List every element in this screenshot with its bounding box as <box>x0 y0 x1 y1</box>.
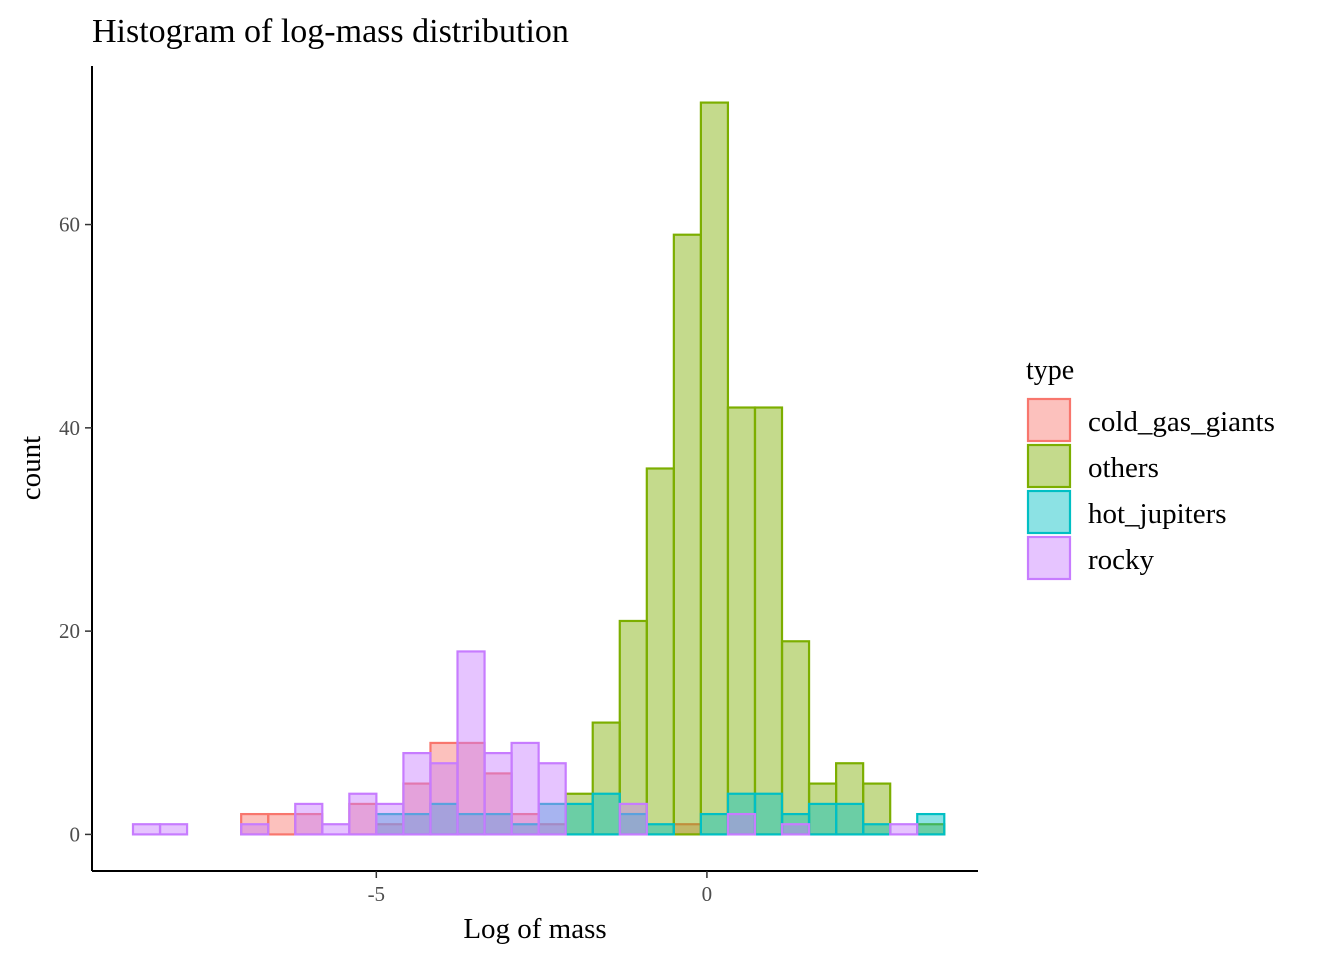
bar-hot_jupiters-26 <box>835 802 865 836</box>
bar-rocky-22 <box>726 812 757 836</box>
x-tick-label: 0 <box>702 882 713 906</box>
bar-hot_jupiters-23 <box>753 792 784 836</box>
bar-others-18 <box>618 619 648 836</box>
legend-label-rocky: rocky <box>1088 544 1155 576</box>
legend-title: type <box>1026 355 1074 386</box>
bar-hot_jupiters-27 <box>862 823 892 836</box>
bar-others-23 <box>753 406 784 836</box>
bar-others-20 <box>672 233 702 836</box>
bar-others-24 <box>780 640 811 836</box>
bar-rocky-8 <box>348 792 378 836</box>
bar-rocky-15 <box>537 762 567 836</box>
bar-rocky-11 <box>429 762 459 836</box>
bar-others-22 <box>726 406 757 836</box>
bar-rocky-28 <box>889 823 919 836</box>
x-tick-label: -5 <box>368 882 386 906</box>
legend-key-hot_jupiters <box>1026 489 1072 535</box>
bar-hot_jupiters-19 <box>645 823 675 836</box>
bar-hot_jupiters-29 <box>916 812 946 836</box>
legend-label-hot_jupiters: hot_jupiters <box>1088 498 1227 530</box>
bars-layer <box>131 101 946 836</box>
y-axis-ticks: 0 20 40 60 <box>59 213 92 846</box>
bar-rocky-0 <box>131 823 162 836</box>
y-axis-title: count <box>15 436 47 500</box>
legend-key-rocky <box>1026 535 1072 581</box>
bar-rocky-7 <box>321 823 351 836</box>
legend-label-others: others <box>1088 452 1159 484</box>
y-tick-label: 20 <box>59 619 80 643</box>
bar-hot_jupiters-17 <box>591 792 621 836</box>
bar-rocky-18 <box>618 802 648 836</box>
y-tick-label: 60 <box>59 213 80 237</box>
bar-others-21 <box>699 101 730 836</box>
bar-rocky-9 <box>375 802 405 836</box>
chart-title: Histogram of log-mass distribution <box>92 13 569 50</box>
bar-cold_gas_giants-5 <box>267 812 297 836</box>
bar-hot_jupiters-16 <box>564 802 594 836</box>
bar-rocky-6 <box>294 802 324 836</box>
bar-rocky-10 <box>402 751 432 836</box>
bar-others-19 <box>645 467 675 836</box>
legend-key-others <box>1026 443 1072 489</box>
bar-cold_gas_giants-13 <box>483 772 513 836</box>
bar-rocky-24 <box>780 823 811 836</box>
bar-rocky-13 <box>483 751 513 836</box>
bar-rocky-1 <box>158 823 189 836</box>
bar-rocky-14 <box>510 741 540 836</box>
x-axis-title: Log of mass <box>463 913 606 945</box>
bar-hot_jupiters-25 <box>807 802 838 836</box>
bar-rocky-4 <box>240 823 270 836</box>
legend-key-cold_gas_giants <box>1026 397 1072 443</box>
legend-label-cold_gas_giants: cold_gas_giants <box>1088 406 1275 438</box>
bar-rocky-12 <box>456 650 486 836</box>
y-tick-label: 40 <box>59 416 80 440</box>
bar-hot_jupiters-21 <box>699 812 730 836</box>
x-axis-ticks: -5 0 <box>368 871 713 906</box>
y-tick-label: 0 <box>70 822 81 846</box>
